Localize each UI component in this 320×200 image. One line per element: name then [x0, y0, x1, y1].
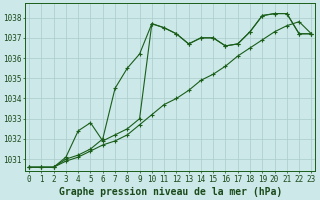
- X-axis label: Graphe pression niveau de la mer (hPa): Graphe pression niveau de la mer (hPa): [59, 186, 282, 197]
